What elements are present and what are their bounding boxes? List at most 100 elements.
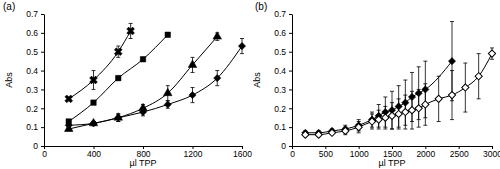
y-axis: 00.10.20.30.40.50.60.7 (26, 9, 44, 151)
tick-mark (41, 127, 44, 128)
panel-label: (a) (3, 1, 15, 12)
marker (213, 32, 222, 39)
series-line (69, 37, 218, 129)
tick-label: 0.6 (26, 28, 38, 38)
tick-label: 0 (42, 149, 47, 159)
tick: 400 (87, 146, 101, 159)
error-cap (417, 66, 421, 67)
tick-label: 3000 (483, 149, 500, 159)
series (302, 48, 496, 138)
error-cap (463, 112, 467, 113)
marker (116, 75, 121, 80)
tick-label: 0.2 (274, 104, 286, 114)
marker (125, 25, 137, 37)
error-cap (397, 85, 401, 86)
tick-label: 0.2 (26, 104, 38, 114)
tick: 500 (319, 146, 333, 159)
error-cap (450, 21, 454, 22)
series (64, 32, 221, 132)
error-cap (191, 102, 195, 103)
tick-label: 0.1 (26, 122, 38, 132)
marker (164, 101, 171, 108)
tick: 0.7 (26, 9, 44, 19)
marker (475, 73, 482, 80)
tick-mark (41, 89, 44, 90)
axis-line (44, 15, 45, 147)
marker (238, 42, 245, 49)
marker (165, 32, 170, 37)
tick: 1200 (184, 146, 203, 159)
tick-label: 0 (33, 141, 38, 151)
tick-label: 2500 (450, 149, 469, 159)
error-cap (370, 112, 374, 113)
tick-mark (41, 71, 44, 72)
tick-label: 0.7 (274, 9, 286, 19)
tick-label: 0 (290, 149, 295, 159)
error-cap (370, 129, 374, 130)
tick: 2500 (450, 146, 469, 159)
tick: 2000 (416, 146, 435, 159)
marker (90, 120, 97, 127)
error-cap (377, 129, 381, 130)
error-cap (390, 102, 394, 103)
tick: 0 (42, 146, 47, 159)
error-cap (191, 87, 195, 88)
marker (65, 122, 72, 129)
marker (342, 127, 349, 134)
tick-mark (41, 52, 44, 53)
tick-label: 0.7 (26, 9, 38, 19)
marker (355, 124, 362, 131)
error-cap (215, 85, 219, 86)
tick-mark (41, 146, 44, 147)
marker (395, 110, 402, 117)
tick-label: 2000 (416, 149, 435, 159)
tick: 0 (290, 146, 295, 159)
axis-line (292, 15, 293, 147)
marker (88, 74, 100, 86)
marker (315, 131, 322, 138)
error-cap (215, 40, 219, 41)
tick: 0 (33, 141, 44, 151)
series-line (305, 54, 492, 135)
marker (435, 95, 442, 102)
series (63, 23, 137, 104)
marker (140, 57, 145, 62)
marker (462, 84, 469, 91)
tick-label: 0.5 (26, 47, 38, 57)
error-cap (357, 119, 361, 120)
error-bar (166, 33, 170, 37)
marker (139, 108, 146, 115)
error-cap (403, 80, 407, 81)
x-axis-title: µl TPP (378, 158, 405, 168)
marker (388, 112, 395, 119)
tick-label: 0.6 (274, 28, 286, 38)
marker (415, 105, 422, 112)
error-cap (383, 96, 387, 97)
error-cap (383, 129, 387, 130)
error-cap (417, 89, 421, 90)
error-cap (450, 119, 454, 120)
marker (408, 107, 415, 114)
error-cap (116, 57, 120, 58)
series-line (69, 31, 131, 99)
panel: 04008001200160000.10.20.30.40.50.60.7(a)… (3, 1, 252, 168)
marker (189, 91, 196, 98)
tick: 0.1 (274, 122, 292, 132)
error-cap (383, 106, 387, 107)
error-cap (377, 104, 381, 105)
marker (188, 60, 197, 67)
tick: 0.6 (26, 28, 44, 38)
error-cap (490, 47, 494, 48)
tick: 0.5 (26, 47, 44, 57)
error-cap (129, 38, 133, 39)
tick-mark (289, 71, 292, 72)
error-cap (423, 83, 427, 84)
marker (488, 50, 495, 57)
tick: 0.4 (26, 66, 44, 76)
error-cap (390, 91, 394, 92)
tick-label: 1000 (350, 149, 369, 159)
series-line (305, 61, 452, 133)
figure: 04008001200160000.10.20.30.40.50.60.7(a)… (0, 0, 500, 169)
marker (115, 114, 122, 121)
series-line (69, 35, 168, 122)
